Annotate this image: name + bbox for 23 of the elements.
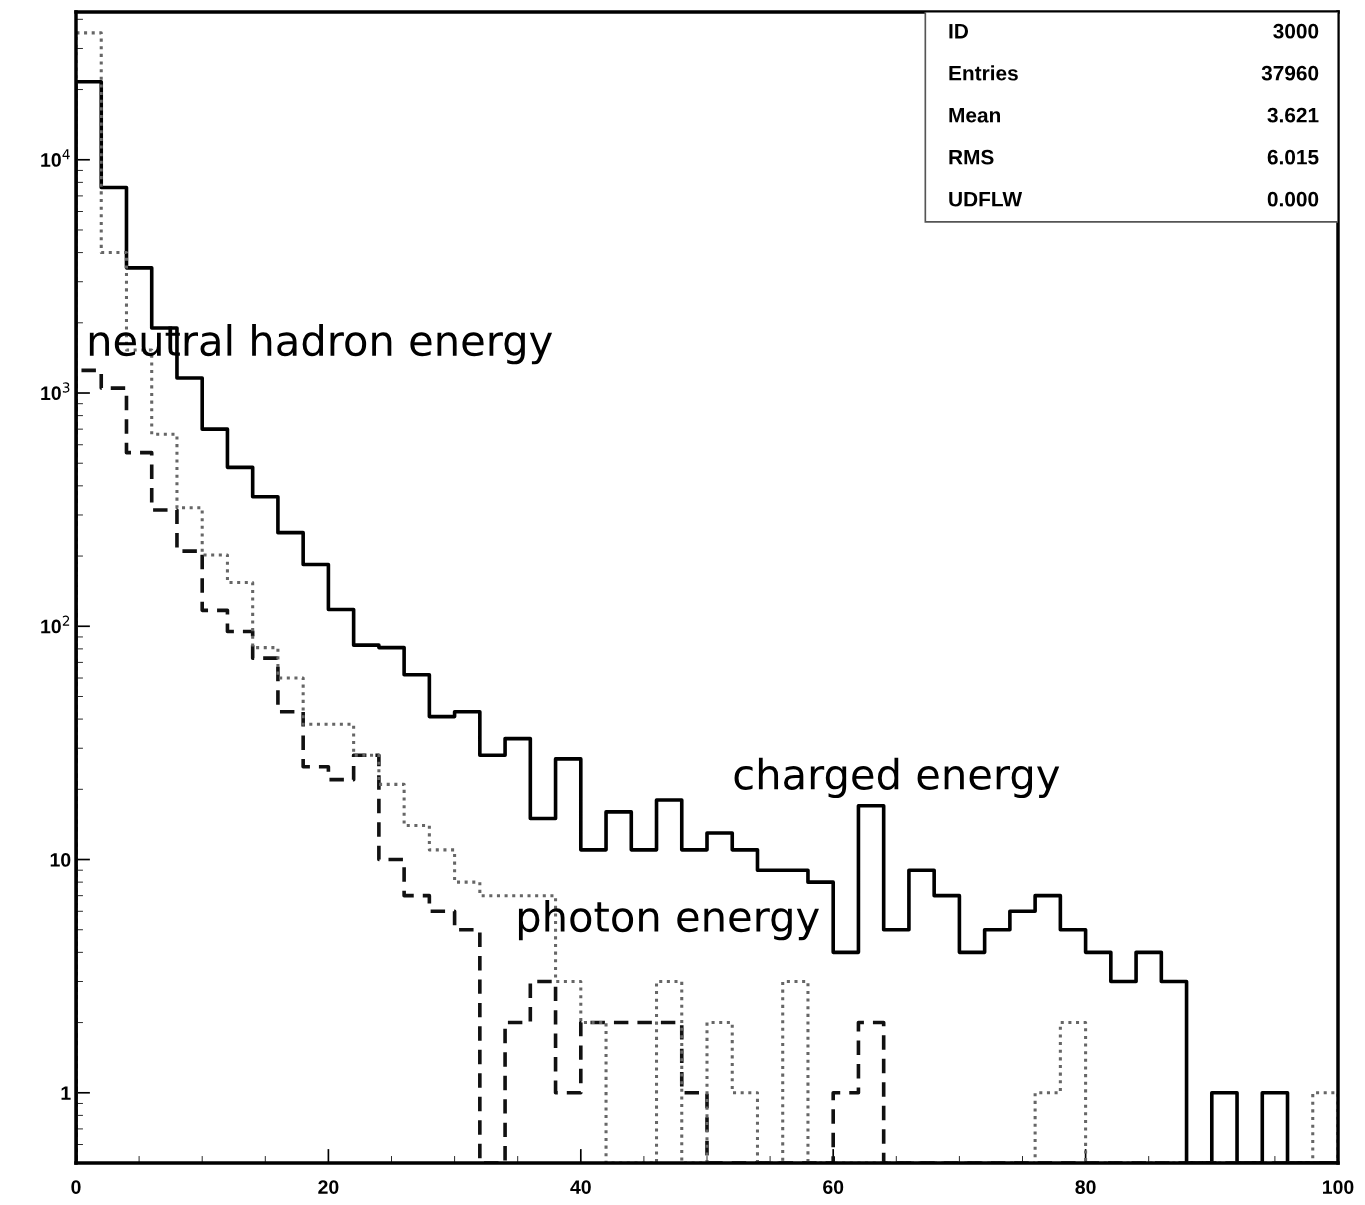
x-tick-label: 100	[1323, 1180, 1354, 1194]
y-tick-label: 1	[61, 1086, 71, 1100]
annotation: 6.015	[1267, 149, 1319, 165]
series-label: charged energy	[734, 757, 1060, 798]
annotation: 0.000	[1267, 191, 1319, 207]
y-tick-label: 10$^{3}$	[41, 382, 70, 401]
annotation: RMS	[949, 149, 994, 165]
annotation: 37960	[1261, 65, 1319, 81]
x-tick-label: 60	[823, 1180, 844, 1194]
annotation: ID	[949, 24, 968, 39]
annotation: 3.621	[1267, 107, 1319, 123]
x-tick-label: 0	[71, 1180, 81, 1194]
y-tick-label: 10	[50, 853, 71, 867]
series-label: photon energy	[518, 899, 819, 941]
annotation: Mean	[949, 108, 1000, 123]
x-tick-label: 20	[318, 1180, 339, 1194]
annotation: Entries	[949, 65, 1018, 81]
y-tick-label: 10$^{4}$	[41, 149, 70, 167]
annotation: 3000	[1273, 23, 1319, 39]
x-tick-label: 40	[570, 1180, 591, 1194]
x-tick-label: 80	[1075, 1180, 1096, 1194]
y-tick-label: 10$^{2}$	[41, 615, 70, 634]
annotation: UDFLW	[949, 192, 1023, 207]
